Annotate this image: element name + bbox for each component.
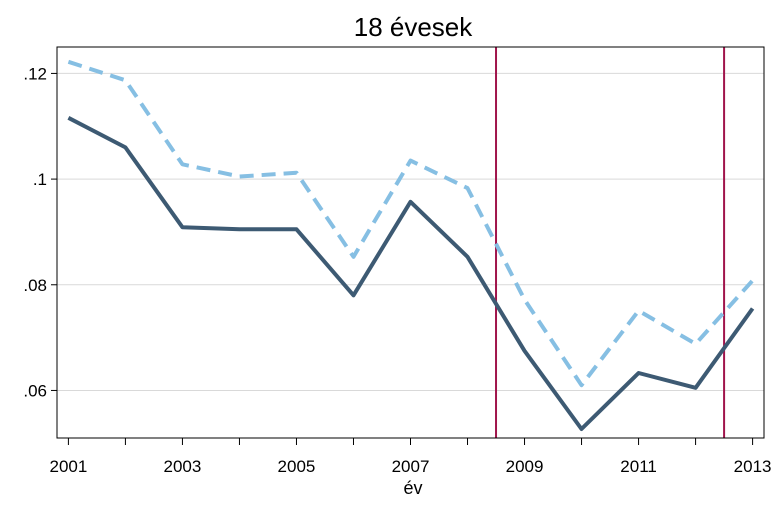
y-axis: .06 .08 .1 .12 — [23, 64, 57, 400]
x-tick-label: 2001 — [49, 457, 87, 476]
x-tick-label: 2013 — [734, 457, 772, 476]
y-tick-label: .1 — [33, 170, 47, 189]
series-lines — [67, 59, 755, 431]
x-tick-label: 2009 — [506, 457, 544, 476]
x-tick-label: 2011 — [620, 457, 657, 476]
series-line-1 — [67, 116, 755, 431]
x-tick-label: 2007 — [392, 457, 430, 476]
y-tick-label: .06 — [23, 381, 47, 400]
reference-lines — [495, 47, 726, 438]
x-tick-label: 2005 — [278, 457, 316, 476]
series-line-2 — [67, 59, 755, 388]
x-axis: 2001 2003 2005 2007 2009 2011 2013 — [49, 438, 772, 476]
x-tick-label: 2003 — [164, 457, 202, 476]
grid-lines — [57, 72, 764, 391]
y-tick-label: .12 — [23, 64, 47, 83]
x-axis-label: év — [403, 478, 422, 498]
chart-title: 18 évesek — [354, 12, 474, 42]
y-tick-label: .08 — [23, 276, 47, 295]
